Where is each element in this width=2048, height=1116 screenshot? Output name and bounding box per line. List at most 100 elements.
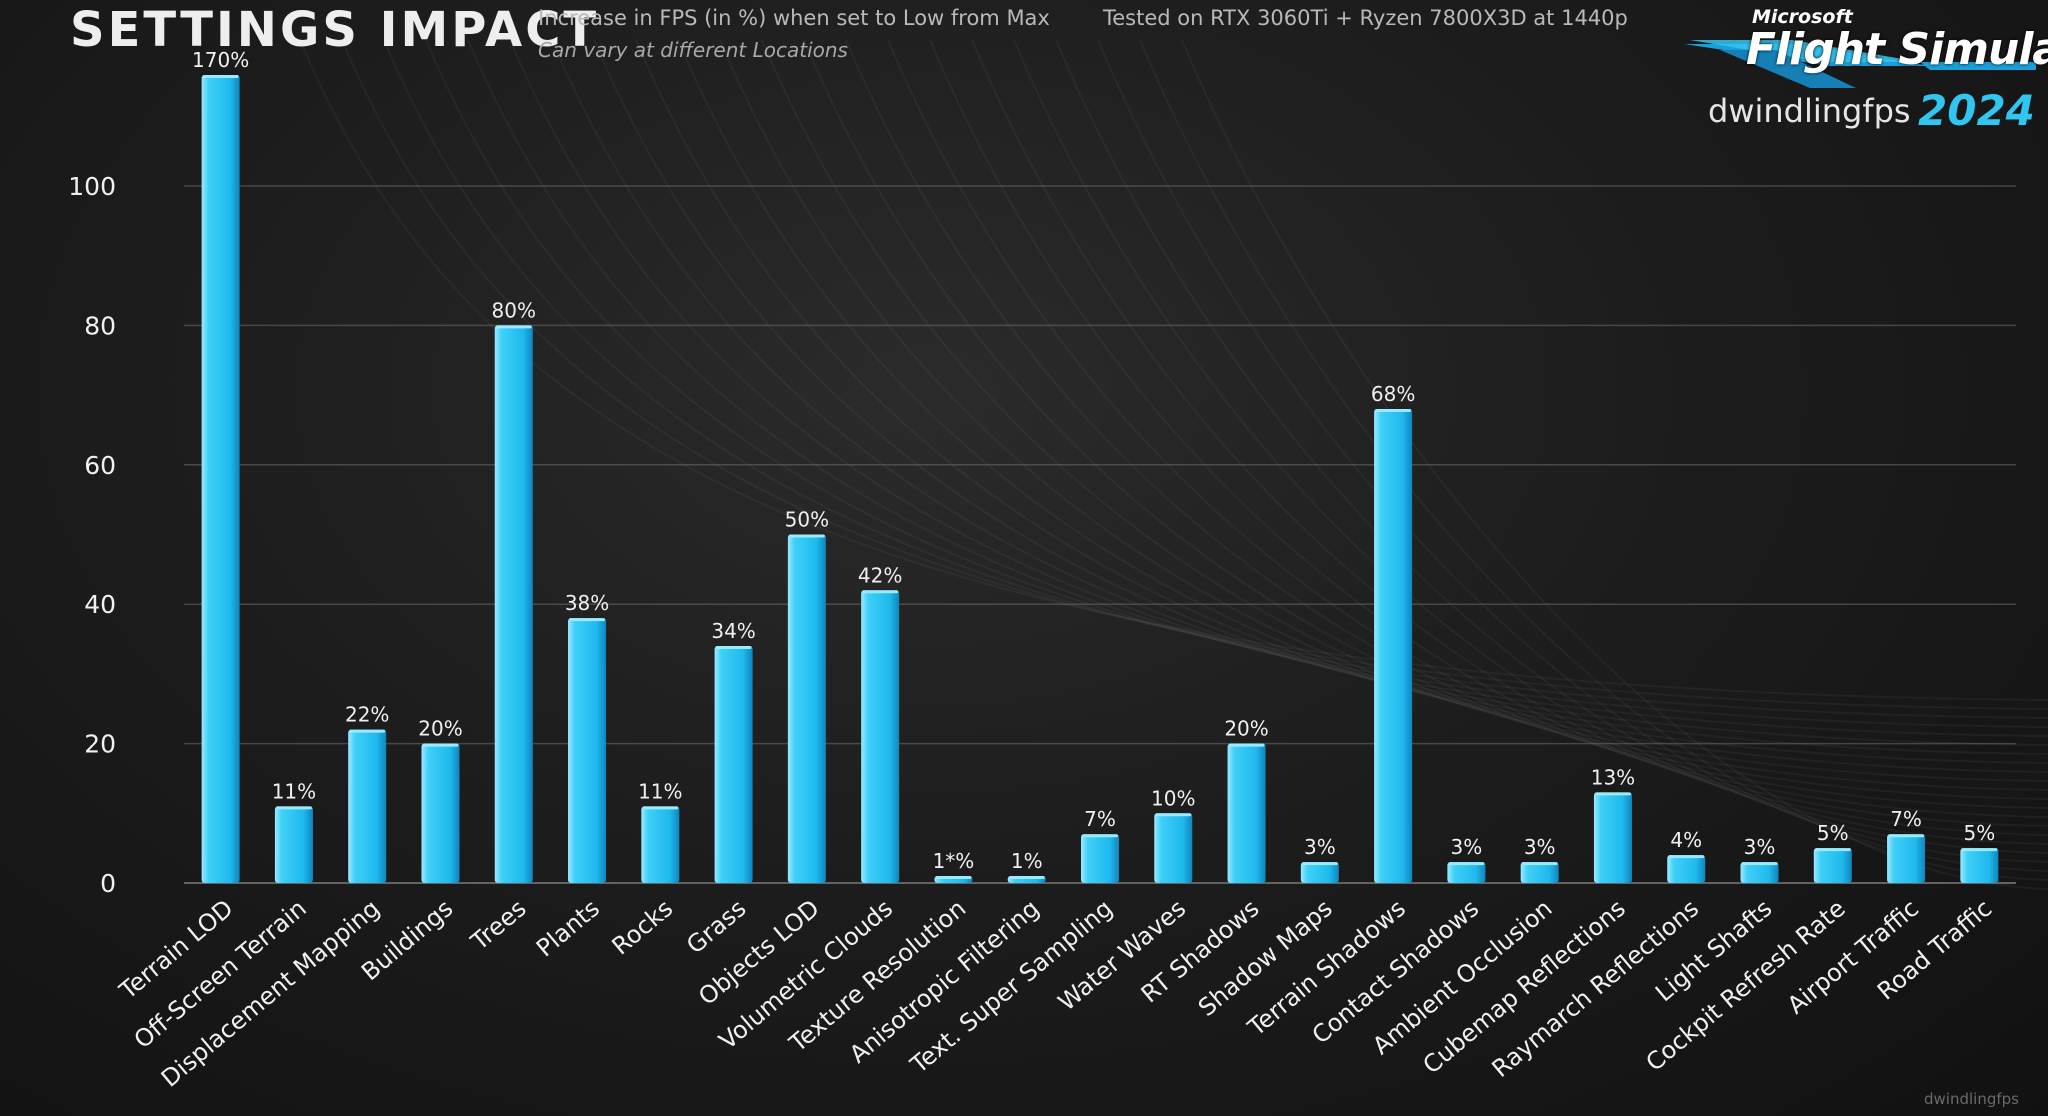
bar [1520, 862, 1559, 883]
x-tick-label: Rocks [607, 894, 679, 960]
bar [1154, 813, 1193, 883]
chart-subtitle: Increase in FPS (in %) when set to Low f… [538, 6, 1050, 30]
test-rig-note: Tested on RTX 3060Ti + Ryzen 7800X3D at … [1103, 6, 1628, 30]
bar [1227, 743, 1266, 883]
bar-cap [569, 618, 606, 622]
bar-cap [1301, 862, 1338, 866]
bar [1887, 834, 1926, 883]
data-label: 20% [418, 717, 462, 741]
bar-cap [349, 729, 386, 733]
bar-cap [1008, 876, 1045, 880]
bar [1813, 848, 1852, 883]
bar [1593, 792, 1632, 883]
bar-cap [1814, 848, 1851, 852]
data-label: 42% [858, 563, 902, 587]
data-label: 68% [1371, 382, 1415, 406]
data-label: 80% [492, 298, 536, 322]
x-tick-label: Plants [531, 894, 605, 962]
y-tick-label: 80 [84, 311, 116, 340]
bar-cap [202, 75, 239, 78]
y-tick-label: 0 [100, 869, 116, 898]
bar [348, 729, 387, 883]
location-note: Can vary at different Locations [538, 38, 848, 62]
bar [1447, 862, 1486, 883]
logo-channel: dwindlingfps [1708, 92, 1911, 130]
watermark: dwindlingfps [1924, 1090, 2019, 1108]
y-tick-label: 60 [84, 451, 116, 480]
y-tick-label: 100 [68, 172, 116, 201]
bar-cap [1668, 855, 1705, 859]
bar [201, 75, 240, 883]
x-tick-label: Water Waves [1053, 894, 1191, 1016]
bar-cap [422, 743, 459, 747]
data-label: 13% [1591, 765, 1635, 789]
y-axis-ticks: 0 20 40 60 80 100 [68, 172, 116, 898]
x-tick-label: Airport Traffic [1782, 894, 1924, 1020]
bar-cap [642, 806, 679, 810]
bar [641, 806, 680, 883]
data-label: 170% [192, 48, 249, 72]
y-tick-label: 40 [84, 590, 116, 619]
data-label: 3% [1524, 835, 1556, 859]
data-label: 3% [1451, 835, 1483, 859]
data-label: 3% [1744, 835, 1776, 859]
bar [421, 743, 460, 883]
data-label: 22% [345, 703, 389, 727]
bars [201, 75, 1999, 883]
bar-cap [788, 534, 825, 538]
y-tick-label: 20 [84, 730, 116, 759]
bar-cap [1594, 792, 1631, 796]
bar [1300, 862, 1339, 883]
bar-cap [1521, 862, 1558, 866]
logo-product: Flight Simulator [1746, 24, 2048, 75]
bar [1960, 848, 1999, 883]
data-label: 38% [565, 591, 609, 615]
data-label: 5% [1817, 821, 1849, 845]
data-label: 7% [1890, 807, 1922, 831]
bar-cap [1375, 409, 1412, 413]
data-label: 1*% [933, 849, 975, 873]
bar [714, 646, 753, 883]
data-label: 20% [1224, 717, 1268, 741]
data-label: 4% [1670, 828, 1702, 852]
bar [1081, 834, 1119, 883]
bar-cap [1888, 834, 1925, 838]
x-tick-label: Trees [465, 894, 532, 956]
bar-cap [862, 590, 899, 594]
bar [861, 590, 900, 883]
data-label: 11% [272, 779, 316, 803]
logo-swoosh-icon [1684, 40, 2036, 88]
bar [1740, 862, 1779, 883]
data-label: 7% [1084, 807, 1116, 831]
flight-simulator-logo: Microsoft Flight Simulator dwindlingfps … [1680, 4, 2048, 138]
data-label: 10% [1151, 786, 1195, 810]
gridlines [184, 185, 2016, 884]
bar-cap [715, 646, 752, 650]
bar [1374, 409, 1413, 883]
bar-cap [495, 325, 532, 329]
data-label: 3% [1304, 835, 1336, 859]
data-label: 50% [785, 508, 829, 532]
bar [274, 806, 313, 883]
logo-brand: Microsoft [1752, 6, 1853, 28]
bar-cap [1741, 862, 1778, 866]
bar-cap [1961, 848, 1998, 852]
data-labels: 170% 11% 22% 20% 80% 38% 11% 34% 50% 42% 1*% 1% 7% 10… [192, 48, 1995, 873]
bar-cap [935, 876, 972, 880]
bar-cap [275, 806, 312, 810]
bar [787, 534, 826, 883]
bar-cap [1155, 813, 1192, 817]
bar-cap [1448, 862, 1485, 866]
bar [494, 325, 533, 883]
bar [568, 618, 607, 883]
logo-year: 2024 [1918, 86, 2035, 135]
data-label: 5% [1963, 821, 1995, 845]
data-label: 34% [711, 619, 755, 643]
data-label: 11% [638, 779, 682, 803]
chart-title: SETTINGS IMPACT [70, 2, 600, 58]
bar-cap [1082, 834, 1118, 838]
bar [1667, 855, 1706, 883]
